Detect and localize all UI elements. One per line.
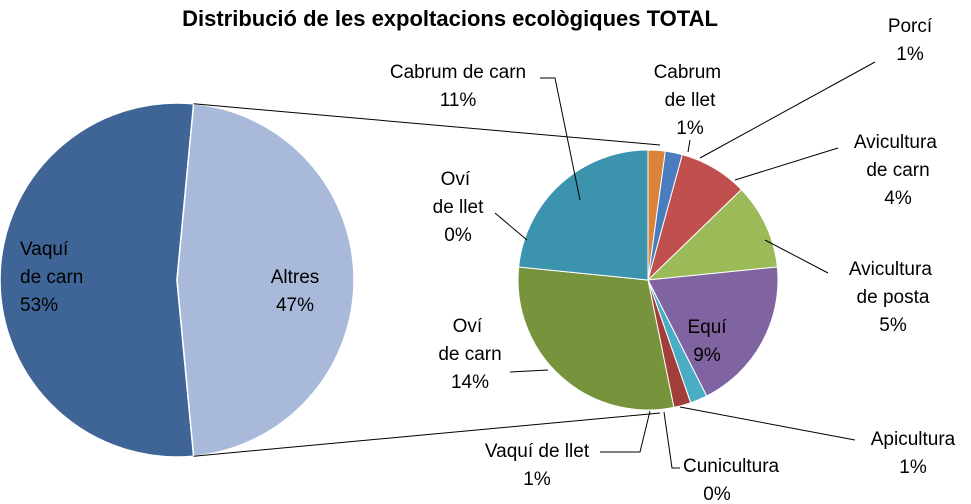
pie-slice (518, 149, 649, 281)
value-label: 11% (440, 90, 477, 111)
chart-title: Distribució de les expoltacions ecològiq… (182, 6, 718, 31)
leader-line (699, 61, 876, 159)
data-label: Vaquí de llet (485, 441, 590, 462)
leader-line (494, 212, 528, 241)
pie-slice (647, 266, 779, 397)
leader-line (764, 239, 829, 274)
value-label: 47% (276, 295, 314, 316)
data-label: Cabrum de llet (654, 62, 727, 111)
value-label: 14% (451, 372, 489, 393)
data-label: Apicultura (871, 429, 956, 450)
value-label: 1% (523, 469, 551, 490)
value-label: 5% (879, 315, 907, 336)
leader-line (600, 410, 651, 453)
leader-line (663, 411, 680, 469)
data-label: Avicultura de carn (854, 132, 942, 181)
connector-line (193, 412, 661, 457)
data-label: Porcí (888, 16, 933, 37)
connector-line (193, 103, 661, 146)
data-label: Equí (687, 317, 727, 338)
value-label: 4% (884, 188, 912, 209)
value-label: 1% (676, 118, 704, 139)
pie-slice (176, 102, 355, 458)
pie-slice (517, 266, 675, 411)
leader-line (679, 406, 856, 441)
value-label: 53% (20, 295, 58, 316)
leader-line (734, 147, 839, 181)
value-label: 0% (444, 225, 472, 246)
leader-line (509, 369, 549, 373)
data-label: Cabrum de carn (390, 62, 526, 83)
data-label: Oví de llet (433, 169, 484, 218)
leader-line (540, 77, 581, 201)
pie-slice (0, 102, 195, 458)
value-label: 1% (896, 44, 924, 65)
data-label: Avicultura de posta (849, 259, 937, 308)
data-label: Cunicultura (683, 456, 780, 477)
data-label: Oví de carn (438, 316, 501, 365)
data-label: Altres (271, 267, 320, 288)
pie-slice (646, 188, 778, 281)
leader-line (687, 139, 691, 153)
value-label: 1% (899, 457, 927, 478)
data-label: Vaquí de carn (20, 239, 83, 288)
value-label: 0% (703, 484, 731, 504)
value-label: 9% (693, 345, 721, 366)
